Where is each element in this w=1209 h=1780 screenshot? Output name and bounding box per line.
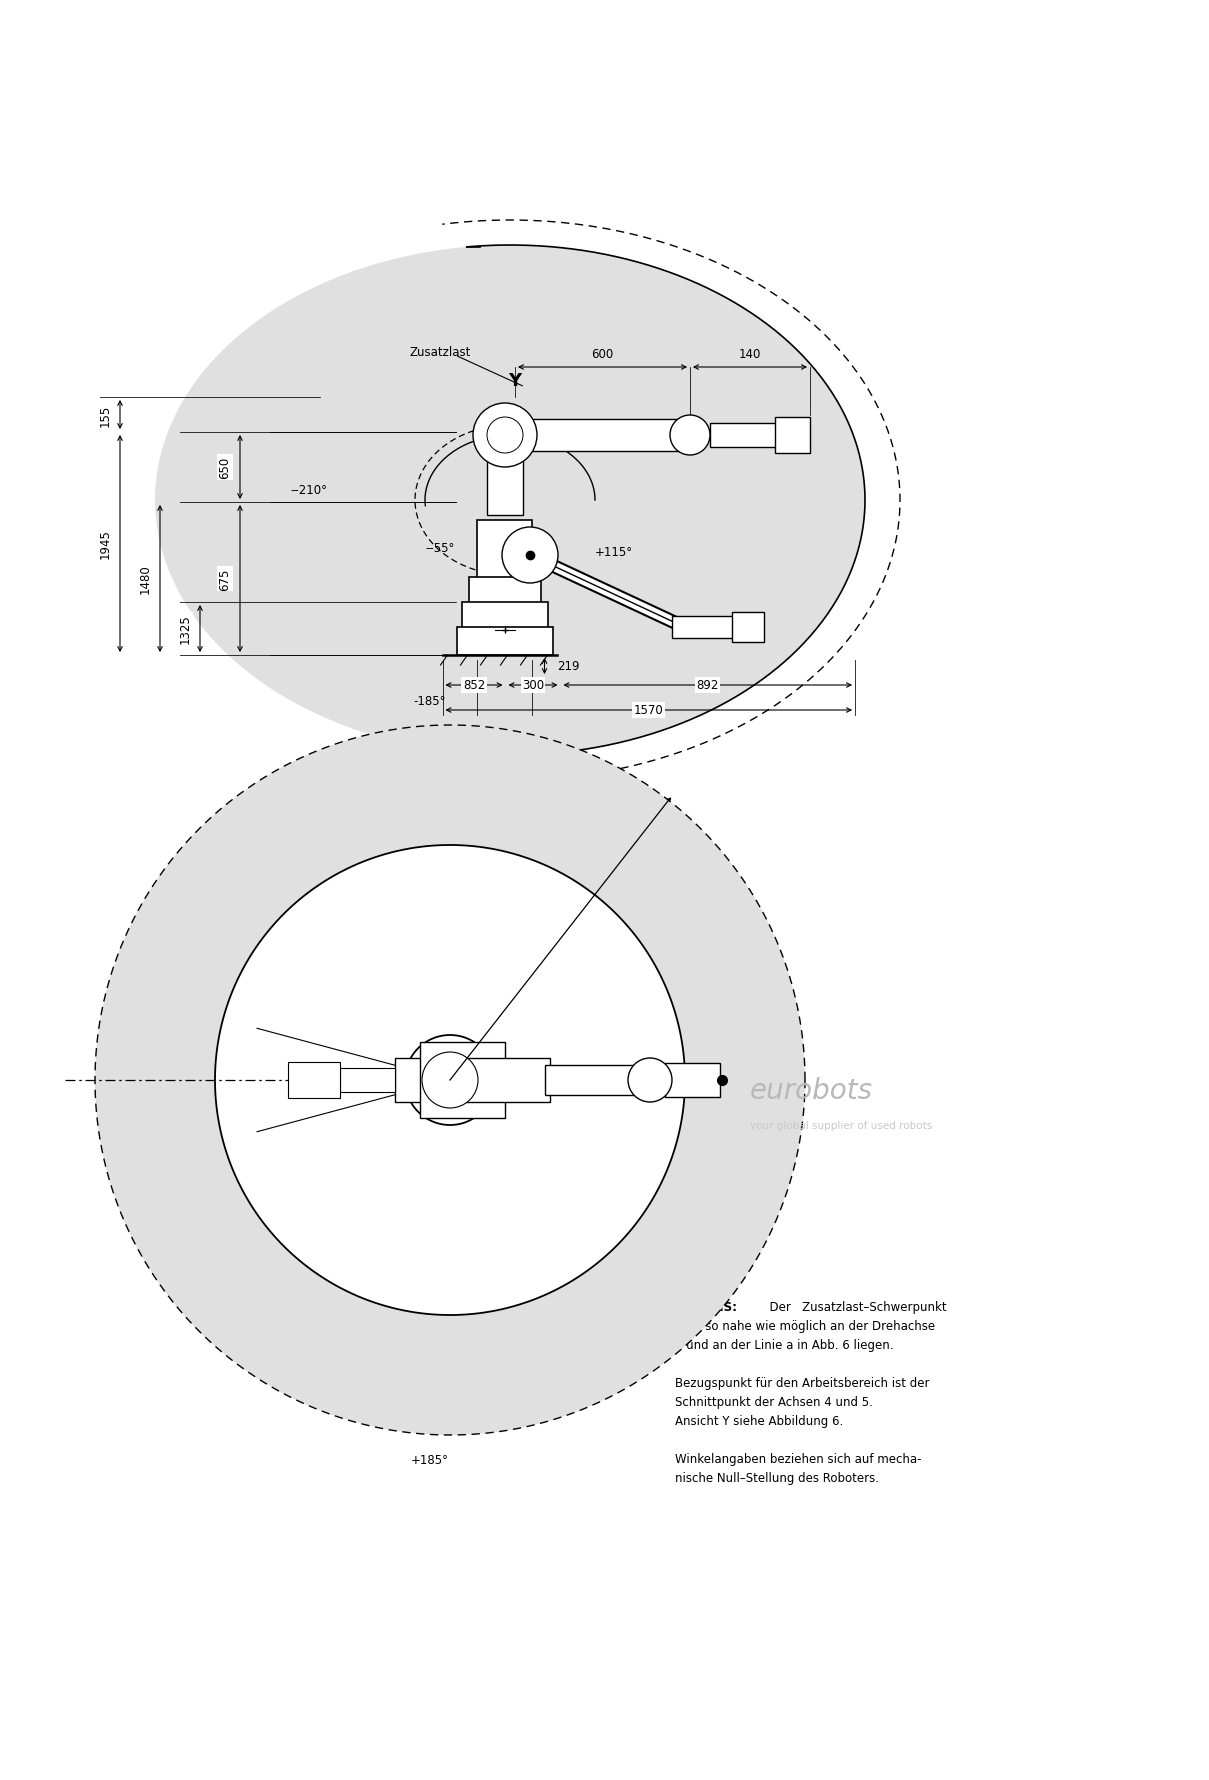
Text: 219: 219 (557, 660, 580, 673)
Bar (545, 1066, 644, 1095)
Bar (459, 1059, 550, 1102)
Circle shape (670, 417, 710, 456)
Text: HINWEIS:: HINWEIS: (675, 1299, 737, 1314)
Text: -185°: -185° (413, 694, 446, 708)
Text: 300: 300 (522, 680, 544, 692)
Polygon shape (155, 246, 864, 755)
Text: your global supplier of used robots: your global supplier of used robots (750, 1120, 932, 1130)
Bar (478, 522, 532, 580)
Text: Ansicht Y siehe Abbildung 6.: Ansicht Y siehe Abbildung 6. (675, 1413, 843, 1428)
Bar (710, 424, 780, 449)
Circle shape (487, 418, 523, 454)
Bar (775, 418, 810, 454)
Text: R=1570: R=1570 (540, 1009, 588, 1022)
Text: Der   Zusatzlast–Schwerpunkt: Der Zusatzlast–Schwerpunkt (762, 1299, 947, 1314)
Circle shape (422, 1052, 478, 1109)
Text: +115°: +115° (595, 546, 634, 559)
Circle shape (473, 404, 537, 468)
Text: Y: Y (509, 372, 521, 390)
Text: 650: 650 (219, 457, 231, 479)
Text: 1480: 1480 (139, 564, 151, 595)
Bar (340, 1068, 395, 1093)
Bar (463, 603, 548, 630)
Bar (420, 1043, 505, 1118)
Bar (520, 420, 690, 452)
Text: 675: 675 (219, 568, 231, 591)
Text: 600: 600 (591, 347, 614, 361)
Text: 892: 892 (696, 680, 719, 692)
Text: --210°: --210° (290, 484, 326, 497)
Bar (288, 1063, 340, 1098)
Bar (671, 616, 736, 639)
Bar (395, 1059, 450, 1102)
Text: --55°: --55° (426, 543, 455, 555)
Bar (731, 612, 764, 643)
Text: +185°: +185° (411, 1452, 449, 1467)
Text: 3 und an der Linie a in Abb. 6 liegen.: 3 und an der Linie a in Abb. 6 liegen. (675, 1339, 893, 1351)
Text: 1325: 1325 (179, 614, 191, 644)
Bar (487, 441, 523, 516)
Text: Winkelangaben beziehen sich auf mecha-: Winkelangaben beziehen sich auf mecha- (675, 1452, 921, 1465)
Polygon shape (96, 726, 805, 1435)
Circle shape (627, 1059, 672, 1102)
Text: nische Null–Stellung des Roboters.: nische Null–Stellung des Roboters. (675, 1472, 879, 1485)
Text: eurobots: eurobots (750, 1077, 873, 1104)
Text: 155: 155 (98, 404, 111, 427)
Text: 852: 852 (463, 680, 485, 692)
Bar (457, 628, 553, 655)
Text: Bezugspunkt für den Arbeitsbereich ist der: Bezugspunkt für den Arbeitsbereich ist d… (675, 1376, 930, 1388)
Text: 1570: 1570 (634, 705, 664, 717)
Text: Zusatzlast: Zusatzlast (410, 347, 472, 360)
Circle shape (405, 1036, 494, 1125)
Text: +70°: +70° (620, 433, 650, 445)
Text: Schnittpunkt der Achsen 4 und 5.: Schnittpunkt der Achsen 4 und 5. (675, 1396, 873, 1408)
Circle shape (502, 527, 559, 584)
Polygon shape (215, 846, 686, 1315)
Text: 140: 140 (739, 347, 762, 361)
Text: 1945: 1945 (98, 529, 111, 559)
Bar (665, 1063, 721, 1098)
Text: muß so nahe wie möglich an der Drehachse: muß so nahe wie möglich an der Drehachse (675, 1319, 935, 1331)
Bar (469, 578, 540, 605)
